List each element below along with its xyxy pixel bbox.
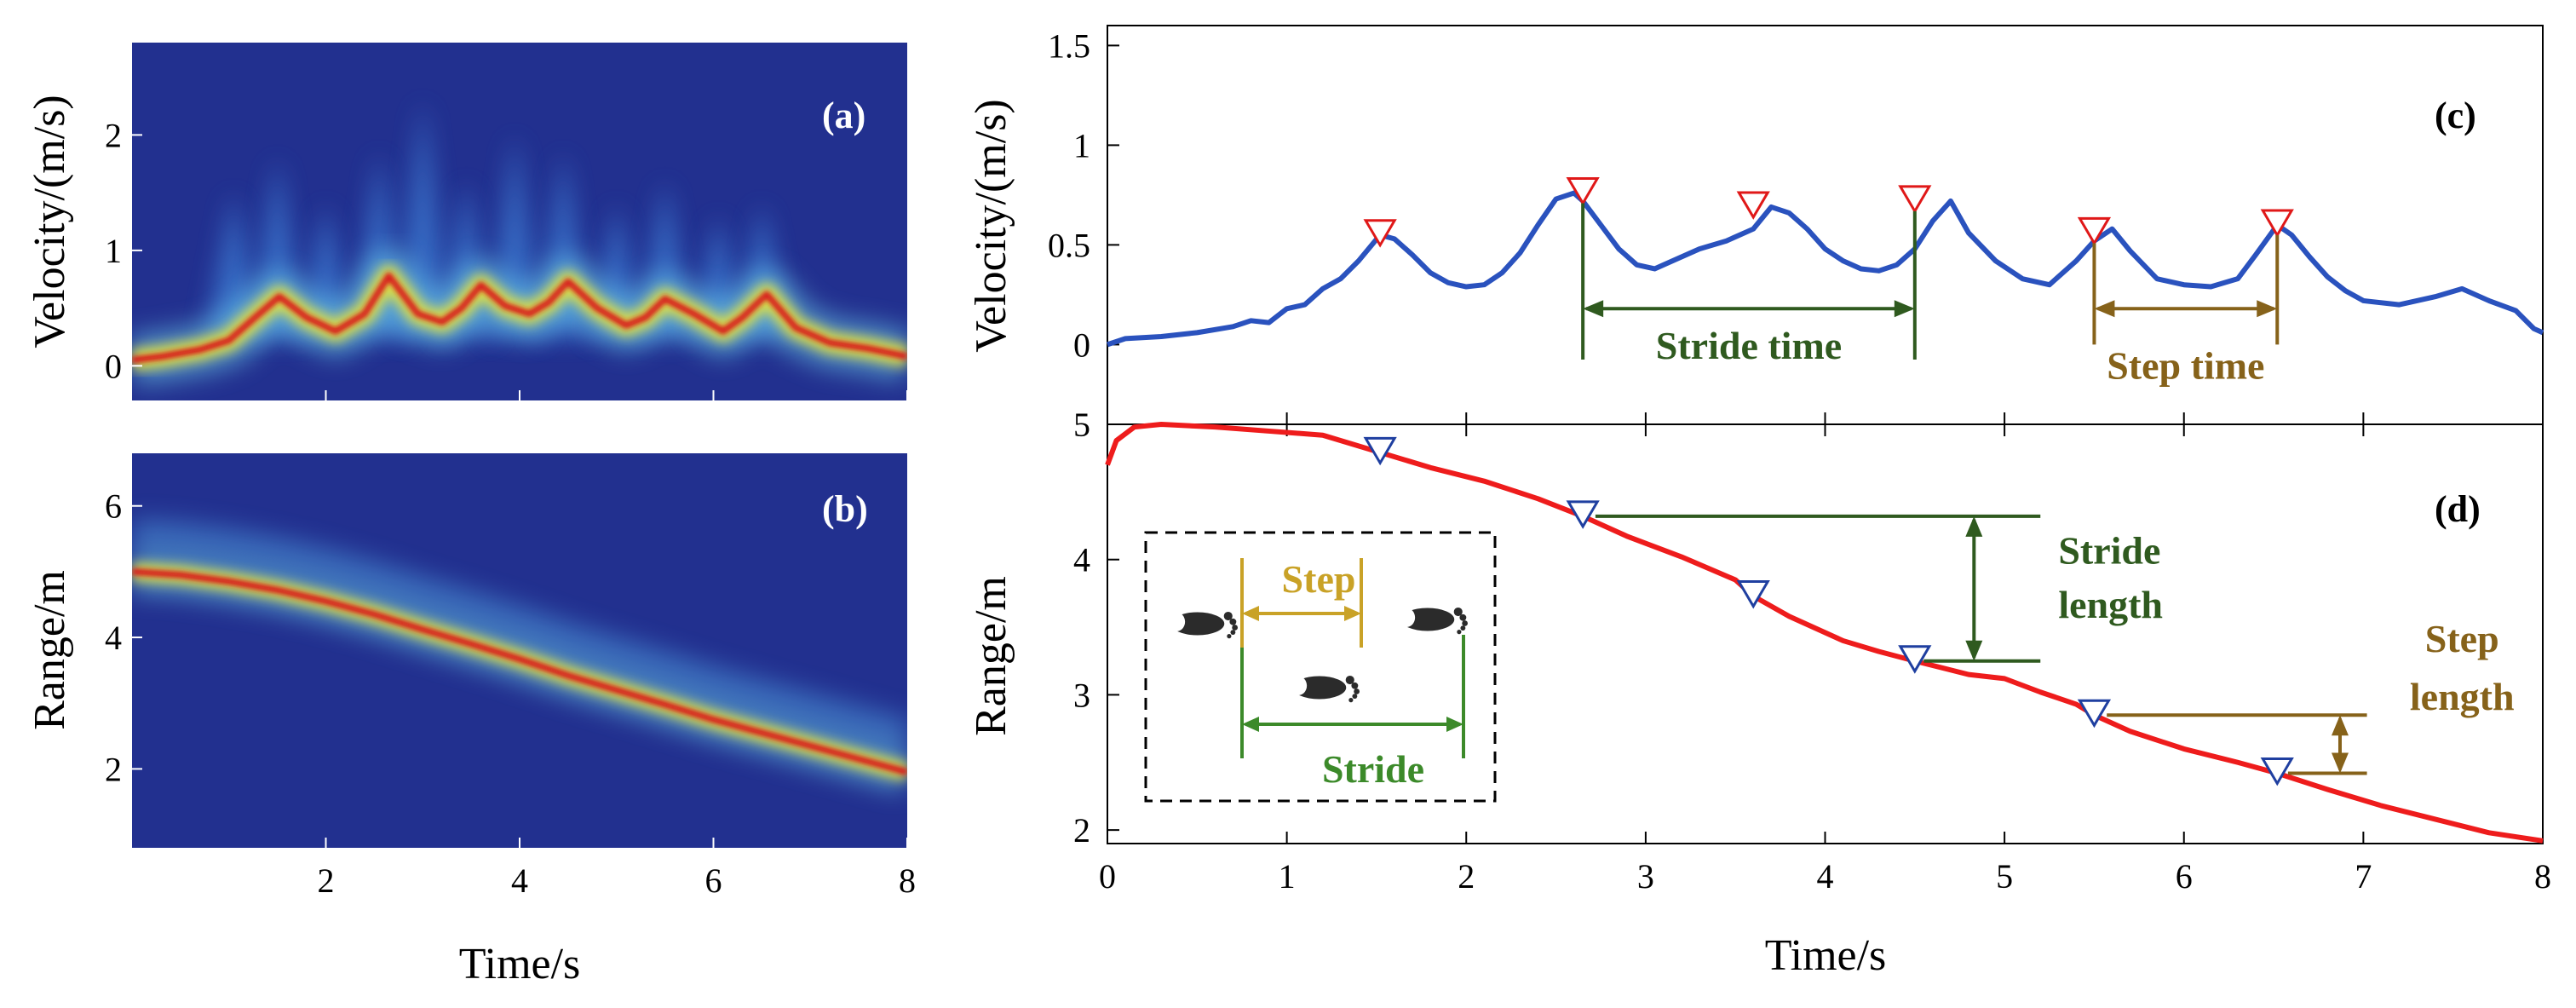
panel-a-ylabel: Velocity/(m/s) — [26, 95, 74, 348]
panel-d-label: (d) — [2435, 488, 2481, 530]
panel-c: 0 0.5 1 1.5 Stride time Step time (c) Veloci… — [967, 25, 2544, 425]
panel-d-xtick-label: 0 — [1099, 857, 1116, 896]
panel-d-annotations: Stride length Step length — [1595, 514, 2515, 775]
panel-b-secondary-echo — [132, 518, 907, 753]
panel-d-xtick-label: 2 — [1458, 857, 1475, 896]
panel-d-ytick-label: 3 — [1073, 676, 1090, 714]
panel-d-xlabel: Time/s — [1765, 931, 1887, 980]
panel-b-xtick-label: 4 — [511, 861, 528, 900]
gait-inset: Step Stride — [1144, 531, 1497, 803]
step-length-label-line2: length — [2410, 675, 2515, 718]
panel-b-ytick-label: 6 — [105, 487, 122, 526]
panel-a: (a) 0 1 2 Velocity/(m/s) — [26, 43, 908, 400]
step-length-arrow-head-bottom — [2331, 752, 2349, 774]
inset-frame — [1144, 531, 1497, 803]
velocity-series-line — [1107, 190, 2544, 348]
range-peak-marker — [2077, 699, 2112, 729]
panel-b-label: (b) — [822, 488, 868, 530]
velocity-peak-marker — [2077, 216, 2112, 246]
panel-c-ytick-label: 1.5 — [1048, 26, 1090, 65]
range-peak-marker — [1363, 436, 1397, 466]
panel-a-label: (a) — [822, 95, 865, 136]
range-peak-marker — [2260, 757, 2294, 786]
panel-b-xlabel: Time/s — [459, 940, 581, 988]
step-length-arrow-head-top — [2331, 715, 2349, 736]
panel-a-ytick-label: 0 — [105, 347, 122, 385]
inset-stride-arrow-head-left — [1242, 717, 1259, 732]
velocity-peak-marker — [1736, 191, 1770, 220]
panel-d-ytick-label: 4 — [1073, 541, 1090, 579]
panel-b-axes: 2 4 6 2 4 6 8 — [105, 487, 916, 900]
step-time-arrow-head-left — [2094, 300, 2115, 318]
step-length-label-line1: Step — [2425, 617, 2499, 660]
panel-d-axes: 2 3 4 5 0 1 2 3 4 5 6 7 8 — [1073, 406, 2551, 896]
stride-time-arrow-head-left — [1583, 300, 1604, 318]
panel-c-ytick-label: 0.5 — [1048, 226, 1090, 264]
panel-d-xtick-label: 6 — [2176, 857, 2193, 896]
range-peak-marker — [1898, 645, 1932, 674]
stride-length-label-line2: length — [2058, 583, 2163, 626]
stride-time-label: Stride time — [1656, 324, 1842, 367]
inset-stride-arrow-head-right — [1446, 717, 1463, 732]
panel-c-plot — [1107, 177, 2544, 348]
inset-step-arrow-head-left — [1242, 606, 1259, 621]
panel-b-ridge — [132, 567, 907, 776]
panel-c-annotations: Stride time Step time — [1581, 203, 2280, 388]
panel-b-xtick-label: 8 — [899, 861, 916, 900]
panel-d-plot — [1105, 422, 2544, 844]
panel-b-xtick-label: 6 — [705, 861, 722, 900]
panel-a-axes: 0 1 2 — [105, 116, 908, 400]
panel-a-ridge — [132, 272, 907, 364]
panel-d-xtick-label: 5 — [1996, 857, 2013, 896]
panel-d-xtick-label: 8 — [2534, 857, 2551, 896]
panel-b-ytick-label: 2 — [105, 750, 122, 788]
panel-d: 2 3 4 5 0 1 2 3 4 5 6 7 8 Stride length Step length (d)… — [967, 406, 2551, 980]
step-time-label: Step time — [2107, 344, 2264, 388]
panel-b-xtick-label: 2 — [318, 861, 335, 900]
velocity-peak-marker — [2260, 209, 2294, 238]
panel-c-ytick-label: 0 — [1073, 325, 1090, 364]
panel-d-ytick-label: 2 — [1073, 811, 1090, 850]
panel-a-ytick-label: 2 — [105, 116, 122, 154]
stride-length-arrow-head-top — [1965, 516, 1983, 537]
panel-d-xtick-label: 7 — [2355, 857, 2372, 896]
panel-d-xtick-label: 1 — [1279, 857, 1296, 896]
panel-d-xtick-label: 4 — [1817, 857, 1834, 896]
inset-stride-label: Stride — [1322, 747, 1424, 791]
stride-length-arrow-head-bottom — [1965, 640, 1983, 661]
stride-length-label-line1: Stride — [2058, 529, 2160, 573]
panel-d-ytick-label: 5 — [1073, 406, 1090, 444]
velocity-peak-marker — [1566, 177, 1600, 206]
range-peak-marker — [1566, 500, 1600, 529]
step-time-arrow-head-right — [2257, 300, 2278, 318]
panel-c-axes: 0 0.5 1 1.5 — [1048, 26, 2544, 424]
panel-b-ylabel: Range/m — [26, 570, 74, 730]
velocity-peak-marker — [1363, 219, 1397, 248]
panel-a-ytick-label: 1 — [105, 232, 122, 270]
panel-b: (b) 2 4 6 2 4 6 8 Range/m Time/s — [26, 453, 916, 988]
inset-step-label: Step — [1282, 557, 1356, 601]
panel-d-xtick-label: 3 — [1637, 857, 1654, 896]
inset-step-arrow-head-right — [1344, 606, 1361, 621]
panel-b-heatmap — [132, 518, 907, 793]
range-series-line — [1105, 422, 2544, 844]
panel-c-label: (c) — [2435, 95, 2476, 136]
panel-d-ylabel: Range/m — [967, 576, 1015, 736]
panel-c-ylabel: Velocity/(m/s) — [967, 99, 1015, 353]
panel-b-ytick-label: 4 — [105, 619, 122, 657]
velocity-peak-marker — [1898, 185, 1932, 214]
stride-time-arrow-head-right — [1894, 300, 1915, 318]
range-peak-marker — [1736, 580, 1770, 609]
panel-c-ytick-label: 1 — [1073, 126, 1090, 164]
panel-a-heatmap — [132, 100, 907, 386]
